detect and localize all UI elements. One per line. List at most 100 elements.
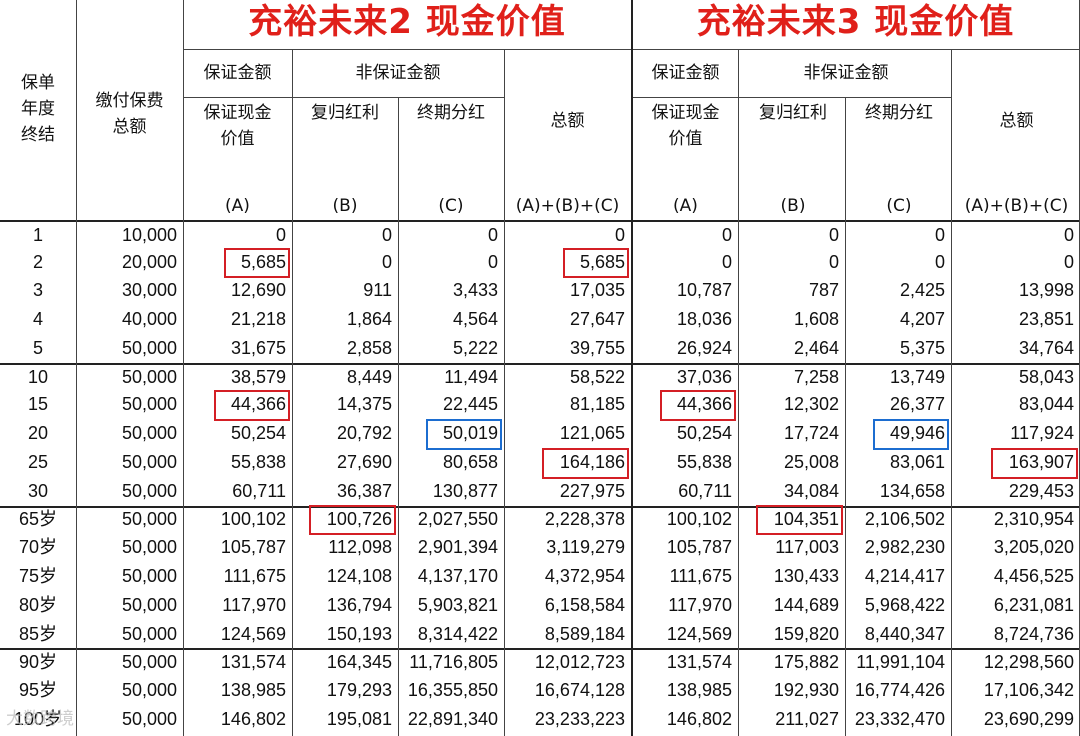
row-year: 2 <box>32 252 43 272</box>
table-cell: 117,970 <box>222 595 286 615</box>
table-cell: 26,924 <box>676 338 732 358</box>
table-cell: 0 <box>828 225 839 245</box>
table-cell: 8,449 <box>346 367 392 387</box>
column-label: (A) <box>673 196 698 216</box>
table-cell: 55,838 <box>230 452 286 472</box>
table-cell: 80,658 <box>442 452 498 472</box>
table-cell: 60,711 <box>232 481 286 501</box>
highlight-box <box>542 448 629 479</box>
table-cell: 5,685 <box>579 252 625 272</box>
table-cell: 40,000 <box>121 309 177 329</box>
table-cell: 23,690,299 <box>983 709 1074 729</box>
terminal-bonus-header: 终期分红 <box>865 103 933 123</box>
guaranteed-cash-value-header: 保证现金 <box>203 103 272 123</box>
table-cell: 5,685 <box>240 252 286 272</box>
table-cell: 0 <box>934 252 945 272</box>
table-cell: 124,569 <box>220 624 286 644</box>
table-cell: 12,690 <box>230 280 286 300</box>
table-cell: 138,985 <box>666 680 732 700</box>
table-cell: 3,205,020 <box>993 537 1074 557</box>
table-cell: 50,000 <box>121 680 177 700</box>
table-cell: 4,207 <box>899 309 945 329</box>
table-cell: 34,084 <box>783 481 839 501</box>
table-cell: 4,372,954 <box>544 566 625 586</box>
year-header: 保单 <box>21 73 55 93</box>
grid-hline <box>0 363 1080 365</box>
table-cell: 50,000 <box>121 709 177 729</box>
guaranteed-cash-value-header: 价值 <box>220 129 255 149</box>
guaranteed-amount-header: 保证金额 <box>203 63 272 83</box>
table-cell: 100,102 <box>220 509 286 529</box>
column-label: (A)+(B)+(C) <box>515 196 620 216</box>
row-year: 65岁 <box>18 509 58 529</box>
row-year: 5 <box>32 338 43 358</box>
table-cell: 111,675 <box>669 566 732 586</box>
grid-vline <box>76 0 77 736</box>
row-year: 3 <box>32 280 43 300</box>
premium-header: 缴付保费 <box>95 91 164 111</box>
table-cell: 39,755 <box>569 338 625 358</box>
grid-vline <box>845 97 846 736</box>
table-cell: 5,968,422 <box>864 595 945 615</box>
table-cell: 16,674,128 <box>534 680 625 700</box>
table-cell: 136,794 <box>326 595 392 615</box>
table-cell: 2,858 <box>346 338 392 358</box>
column-label: (C) <box>886 196 912 216</box>
column-label: (B) <box>780 196 806 216</box>
table-cell: 81,185 <box>569 394 625 414</box>
table-cell: 911 <box>363 280 392 300</box>
reversionary-bonus-header: 复归红利 <box>311 103 379 123</box>
table-cell: 0 <box>487 225 498 245</box>
plan-title-left: 充裕未来2 现金价值 <box>248 2 566 42</box>
table-cell: 27,647 <box>569 309 625 329</box>
table-cell: 195,081 <box>326 709 392 729</box>
table-cell: 37,036 <box>676 367 732 387</box>
table-cell: 105,787 <box>666 537 732 557</box>
table-cell: 21,218 <box>230 309 286 329</box>
table-cell: 144,689 <box>773 595 839 615</box>
table-cell: 23,233,223 <box>534 709 625 729</box>
table-cell: 2,310,954 <box>993 509 1074 529</box>
table-cell: 117,970 <box>668 595 732 615</box>
table-cell: 134,658 <box>879 481 945 501</box>
row-year: 25 <box>27 452 49 472</box>
table-cell: 8,440,347 <box>864 624 945 644</box>
row-year: 30 <box>27 481 49 501</box>
highlight-box <box>873 419 949 450</box>
column-label: (A)+(B)+(C) <box>964 196 1069 216</box>
grid-vline <box>183 0 184 736</box>
table-cell: 3,433 <box>452 280 498 300</box>
highlight-box <box>563 248 629 278</box>
watermark: 大数跨境 <box>6 709 74 729</box>
table-cell: 2,027,550 <box>417 509 498 529</box>
table-cell: 8,589,184 <box>544 624 625 644</box>
table-cell: 11,716,805 <box>409 652 498 672</box>
table-cell: 211,027 <box>775 709 839 729</box>
table-cell: 49,946 <box>889 423 945 443</box>
table-cell: 105,787 <box>220 537 286 557</box>
highlight-box <box>660 390 736 421</box>
table-cell: 12,302 <box>783 394 839 414</box>
grid-vline <box>504 49 505 736</box>
table-cell: 30,000 <box>121 280 177 300</box>
table-cell: 50,254 <box>230 423 286 443</box>
table-cell: 83,044 <box>1018 394 1074 414</box>
table-cell: 2,464 <box>793 338 839 358</box>
guaranteed-amount-header: 保证金额 <box>651 63 720 83</box>
table-cell: 0 <box>275 225 286 245</box>
table-cell: 26,377 <box>889 394 945 414</box>
table-cell: 10,000 <box>121 225 177 245</box>
table-cell: 5,903,821 <box>417 595 498 615</box>
row-year: 15 <box>27 394 49 414</box>
table-cell: 38,579 <box>230 367 286 387</box>
table-cell: 5,222 <box>452 338 498 358</box>
table-cell: 50,000 <box>121 624 177 644</box>
table-cell: 1,864 <box>346 309 392 329</box>
table-cell: 23,851 <box>1018 309 1074 329</box>
table-cell: 787 <box>808 280 839 300</box>
guaranteed-cash-value-header: 价值 <box>668 129 703 149</box>
table-cell: 83,061 <box>889 452 945 472</box>
premium-header: 总额 <box>112 117 147 137</box>
guaranteed-cash-value-header: 保证现金 <box>651 103 720 123</box>
plan-title-right: 充裕未来3 现金价值 <box>696 2 1015 42</box>
